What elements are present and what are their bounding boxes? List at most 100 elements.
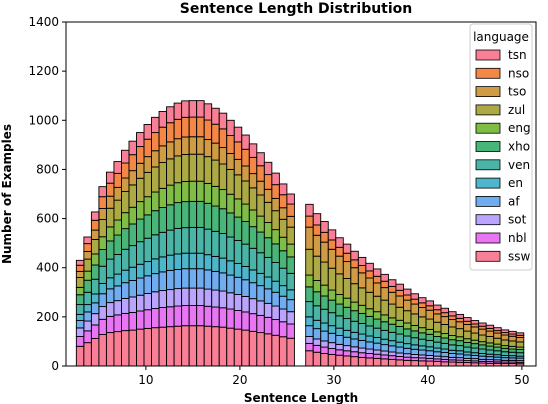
bar-tsn-1 (83, 236, 92, 245)
bar-en-31 (320, 322, 329, 332)
bar-xho-19 (218, 208, 228, 235)
bar-zul-32 (327, 267, 337, 291)
bar-af-31 (320, 330, 329, 342)
bar-tsn-41 (395, 283, 404, 291)
bar-nso-15 (188, 116, 198, 138)
bar-ssw-40 (387, 358, 397, 367)
bar-af-29 (305, 325, 314, 337)
bar-ssw-41 (395, 359, 404, 367)
bar-tsn-47 (440, 307, 450, 314)
bar-sot-27 (278, 308, 288, 323)
bar-tso-17 (203, 138, 213, 158)
bar-tso-52 (478, 328, 487, 336)
bar-ssw-24 (256, 332, 265, 367)
bar-eng-26 (271, 229, 280, 245)
bar-en-18 (211, 255, 220, 272)
bar-sot-4 (105, 302, 115, 317)
legend-label-af: af (508, 194, 520, 208)
bar-en-20 (226, 260, 235, 276)
bar-xho-20 (226, 212, 235, 238)
bar-tsn-48 (448, 311, 457, 317)
bar-sot-3 (98, 306, 107, 320)
bar-nbl-43 (410, 357, 419, 362)
bar-nso-41 (395, 289, 404, 297)
bar-ssw-28 (286, 337, 295, 367)
bar-af-34 (342, 336, 352, 347)
bar-ven-5 (113, 253, 122, 275)
bar-zul-27 (278, 218, 288, 238)
bar-en-45 (425, 346, 434, 352)
bar-ven-53 (485, 349, 495, 355)
bar-nso-10 (151, 132, 160, 152)
bar-ven-8 (136, 241, 145, 265)
bar-en-3 (98, 282, 107, 295)
bar-ven-16 (196, 226, 205, 254)
bar-xho-46 (433, 336, 442, 343)
bar-tsn-54 (493, 327, 502, 332)
bar-eng-0 (75, 286, 85, 296)
bar-zul-45 (425, 318, 434, 330)
bar-tsn-16 (196, 100, 205, 118)
bar-nso-24 (256, 165, 265, 182)
bar-ven-46 (433, 341, 442, 349)
bar-nso-6 (121, 162, 130, 179)
bar-nbl-4 (105, 315, 115, 334)
bar-en-22 (241, 266, 250, 281)
legend-frame (469, 23, 533, 271)
bar-xho-54 (493, 346, 502, 352)
bar-nso-16 (196, 116, 205, 138)
bar-af-30 (312, 328, 322, 340)
legend-label-ven: ven (508, 158, 530, 172)
bar-tso-16 (196, 136, 205, 155)
bar-af-28 (286, 299, 295, 313)
bar-nbl-20 (226, 308, 235, 329)
bar-zul-47 (440, 324, 450, 335)
bar-en-34 (342, 329, 352, 338)
bar-xho-13 (173, 202, 183, 229)
bar-tso-6 (121, 177, 130, 192)
bar-af-47 (440, 352, 450, 358)
bar-en-29 (305, 316, 314, 327)
bar-af-1 (83, 311, 92, 322)
bar-tsn-24 (256, 152, 265, 167)
bar-xho-44 (418, 332, 427, 340)
bar-nso-46 (433, 309, 442, 315)
bar-zul-15 (188, 153, 198, 182)
bar-sot-14 (181, 287, 190, 307)
bar-xho-24 (256, 231, 265, 254)
bar-en-24 (256, 272, 265, 287)
bar-ven-23 (248, 247, 258, 271)
bar-nbl-35 (350, 351, 359, 358)
bar-en-47 (440, 348, 450, 353)
bar-ven-4 (105, 258, 115, 279)
bar-af-11 (158, 271, 168, 292)
bar-xho-21 (233, 216, 243, 241)
bar-tsn-13 (173, 102, 183, 120)
bar-ven-1 (83, 291, 92, 306)
bar-nbl-28 (286, 323, 295, 339)
bar-ven-22 (241, 243, 250, 267)
bar-zul-25 (263, 201, 273, 223)
bar-nbl-6 (121, 312, 130, 332)
bar-nso-44 (418, 302, 427, 308)
bar-nso-36 (357, 265, 367, 274)
bar-af-14 (181, 268, 190, 289)
bar-xho-30 (312, 291, 322, 307)
bar-nbl-41 (395, 355, 404, 361)
bar-en-32 (327, 325, 337, 334)
plot-frame (65, 21, 537, 367)
bar-tsn-40 (387, 279, 397, 287)
bar-nbl-42 (403, 356, 412, 361)
bar-af-46 (433, 351, 442, 357)
bar-tso-11 (158, 145, 168, 163)
bar-sot-35 (350, 346, 359, 353)
bar-xho-5 (113, 234, 122, 255)
bar-tso-57 (515, 337, 525, 343)
bar-tso-2 (90, 229, 100, 240)
bar-tsn-12 (166, 106, 175, 124)
bar-tso-30 (312, 234, 322, 257)
bar-sot-41 (395, 352, 404, 357)
bar-ven-55 (500, 351, 510, 356)
y-tick-label-800: 800 (36, 162, 59, 176)
bar-tsn-20 (226, 119, 235, 136)
